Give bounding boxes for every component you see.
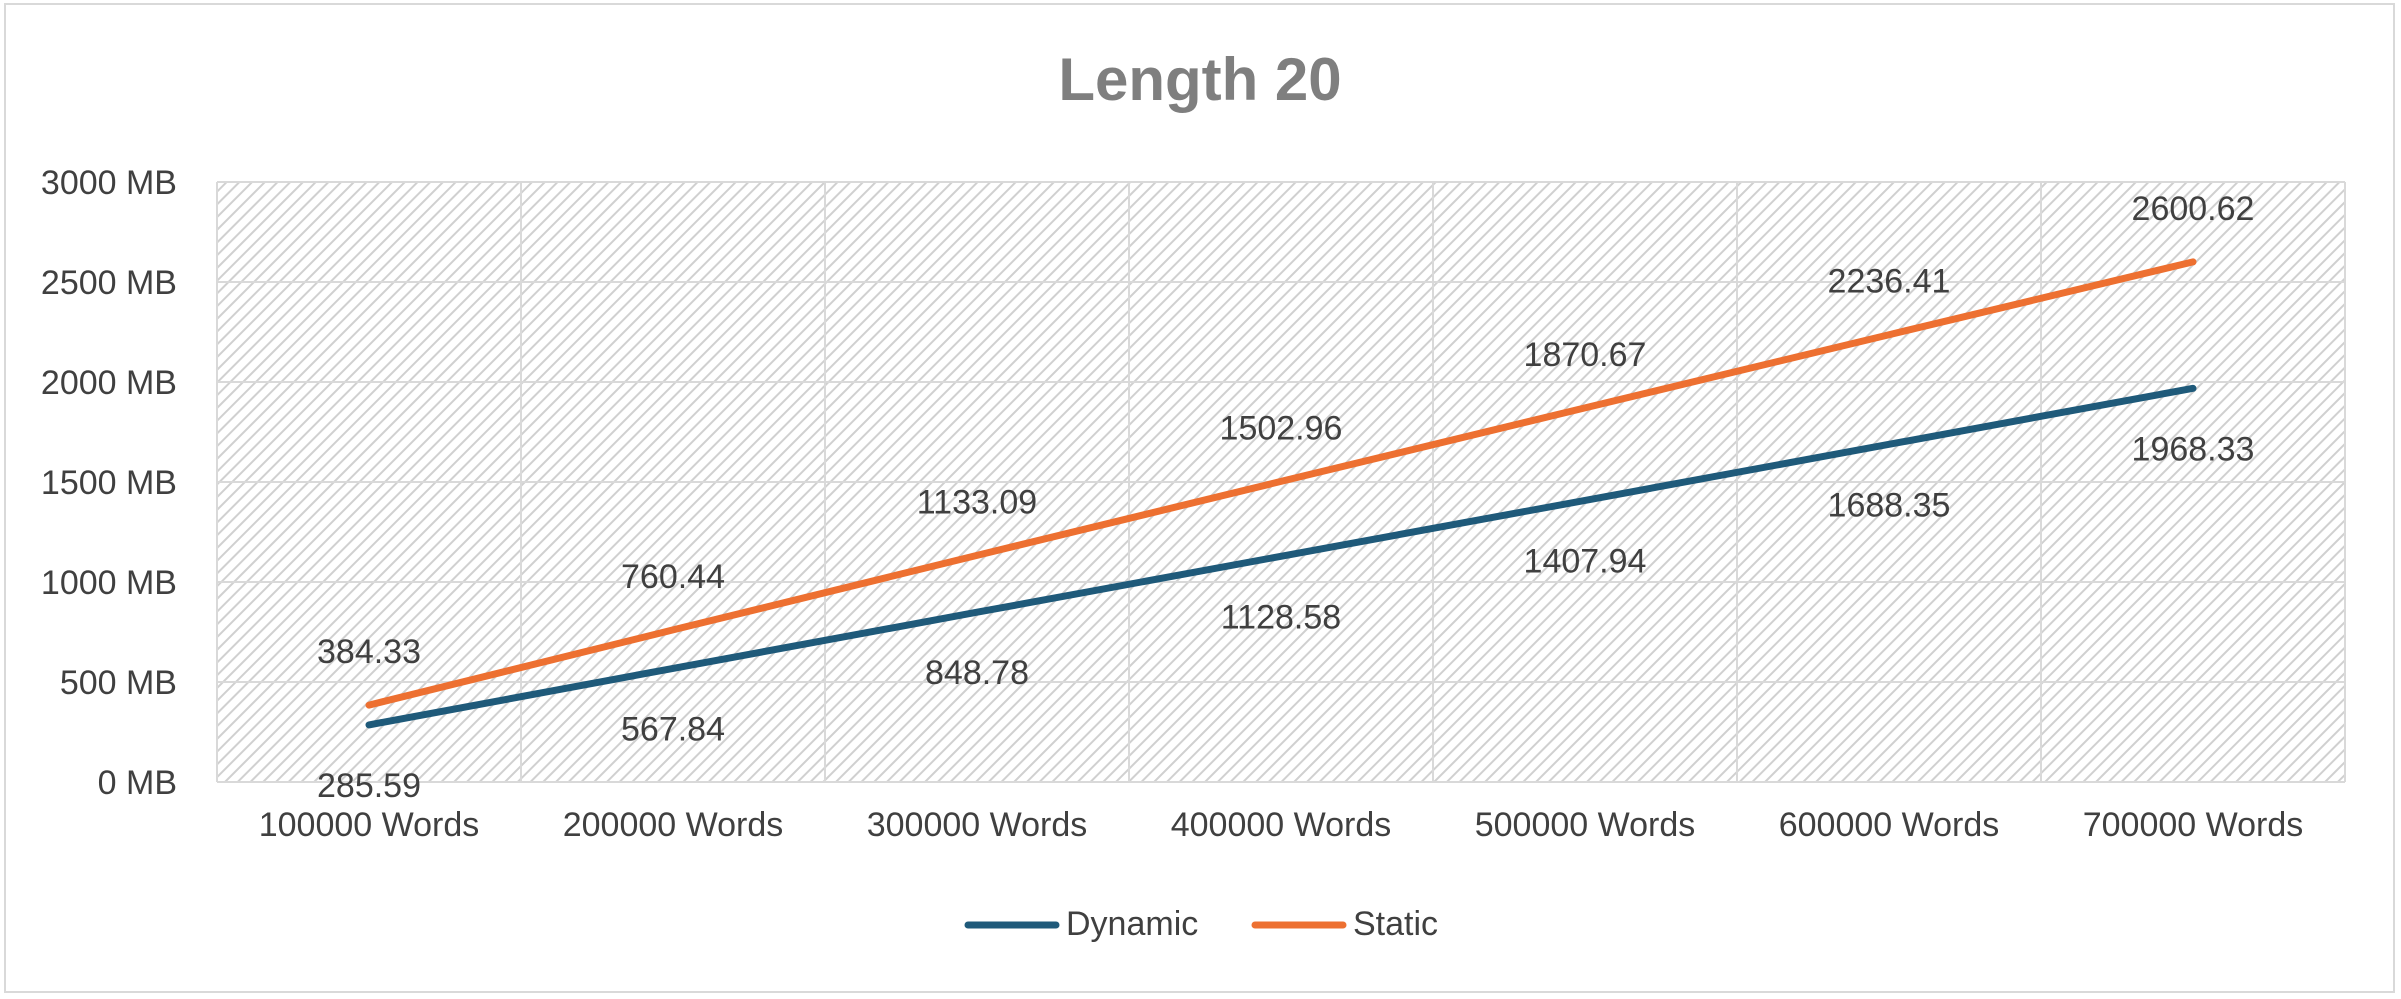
data-label-dynamic: 1968.33 [2132,430,2255,468]
gridlines [216,181,2346,783]
series-lines [365,258,2197,729]
x-tick-label: 300000 Words [867,806,1088,844]
x-tick-label: 100000 Words [259,806,480,844]
y-tick-label: 1000 MB [41,564,177,602]
y-tick-label: 3000 MB [41,164,177,202]
legend-item-static: Static [1251,905,1438,943]
x-axis-ticks: 100000 Words 200000 Words 300000 Words 4000… [259,806,2304,844]
data-label-static: 2236.41 [1828,263,1951,301]
series-line-dynamic [365,384,2197,729]
x-tick-label: 500000 Words [1475,806,1696,844]
x-tick-label: 700000 Words [2083,806,2304,844]
data-label-static: 1133.09 [917,483,1037,521]
legend-label-dynamic: Dynamic [1066,905,1198,943]
y-axis-ticks: 0 MB 500 MB 1000 MB 1500 MB 2000 MB 2500 MB 30… [41,164,177,802]
y-tick-label: 1500 MB [41,464,177,502]
data-label-static: 1502.96 [1220,409,1343,447]
y-tick-label: 2000 MB [41,364,177,402]
legend-label-static: Static [1353,905,1438,943]
y-tick-label: 500 MB [60,664,177,702]
data-labels: 285.59 567.84 848.78 1128.58 1407.94 1688.35 1… [317,190,2254,805]
data-label-static: 2600.62 [2132,190,2255,228]
data-label-dynamic: 285.59 [317,767,421,805]
x-tick-label: 600000 Words [1779,806,2000,844]
chart-title: Length 20 [1058,46,1341,113]
y-tick-label: 2500 MB [41,264,177,302]
x-tick-label: 400000 Words [1171,806,1392,844]
data-label-dynamic: 848.78 [925,654,1029,692]
data-label-dynamic: 567.84 [621,710,725,748]
data-label-dynamic: 1128.58 [1221,598,1341,636]
data-label-static: 1870.67 [1524,336,1647,374]
data-label-dynamic: 1688.35 [1828,486,1951,524]
y-tick-label: 0 MB [98,764,177,802]
x-tick-label: 200000 Words [563,806,784,844]
data-label-static: 384.33 [317,633,421,671]
data-label-static: 760.44 [621,558,725,596]
legend-item-dynamic: Dynamic [964,905,1198,943]
series-line-static [365,258,2197,709]
data-label-dynamic: 1407.94 [1524,542,1647,580]
legend: Dynamic Static [964,905,1438,943]
